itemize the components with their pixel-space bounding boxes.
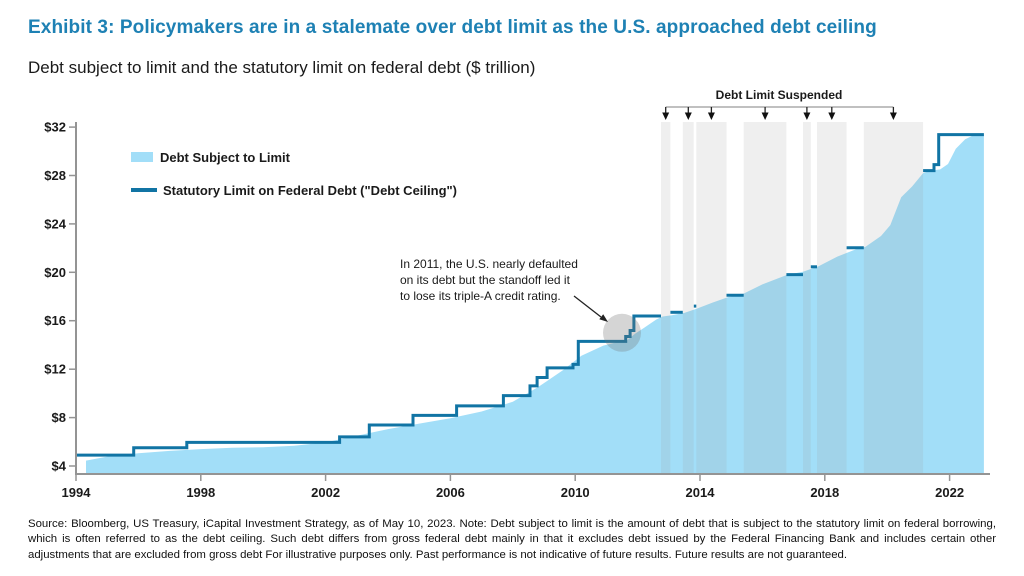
debt-subject-to-limit-area: [86, 135, 984, 474]
legend-area-swatch: [131, 152, 153, 162]
legend-area-label: Debt Subject to Limit: [160, 149, 290, 165]
y-axis-tick-label: $8: [52, 410, 66, 425]
y-axis-tick-label: $4: [52, 459, 67, 474]
highlight-circle-2011: [603, 313, 641, 352]
chart-legend: Debt Subject to Limit Statutory Limit on…: [131, 149, 457, 215]
x-axis-tick-label: 2022: [935, 485, 964, 500]
x-axis-tick-label: 2014: [686, 485, 716, 500]
debt-ceiling-line-segment: [923, 133, 984, 173]
suspension-arrow-head: [889, 112, 897, 120]
page-title: Exhibit 3: Policymakers are in a stalema…: [28, 17, 877, 38]
annotation-arrow-head: [599, 314, 608, 322]
suspension-arrow-head: [803, 112, 811, 120]
x-axis-tick-label: 2010: [561, 485, 590, 500]
suspended-periods-label: Debt Limit Suspended: [715, 88, 843, 102]
suspension-band: [743, 122, 787, 473]
source-note: Source: Bloomberg, US Treasury, iCapital…: [28, 518, 996, 561]
legend-line-label: Statutory Limit on Federal Debt ("Debt C…: [163, 182, 458, 198]
suspension-band: [682, 122, 694, 473]
suspension-band: [696, 122, 727, 473]
x-axis-tick-label: 2018: [810, 485, 839, 500]
legend-line-swatch: [131, 188, 157, 192]
x-axis-tick-label: 1994: [62, 485, 92, 500]
suspension-band: [863, 122, 924, 473]
suspension-band: [817, 122, 847, 473]
legend-item-debt-area: Debt Subject to Limit: [131, 149, 457, 165]
x-axis-tick-label: 2006: [436, 485, 465, 500]
legend-item-debt-ceiling: Statutory Limit on Federal Debt ("Debt C…: [131, 182, 457, 198]
y-axis-tick-label: $12: [44, 362, 66, 377]
annotation-2011-text: In 2011, the U.S. nearly defaulted on it…: [400, 257, 578, 303]
x-axis-tick-label: 1998: [186, 485, 215, 500]
y-axis-tick-label: $20: [44, 265, 66, 280]
y-axis-tick-label: $32: [44, 120, 66, 135]
x-axis-tick-label: 2002: [311, 485, 340, 500]
annotation-arrow-line: [573, 295, 602, 318]
y-axis-tick-label: $24: [44, 216, 66, 231]
suspension-arrow-head: [707, 112, 715, 120]
suspension-arrow-head: [662, 112, 670, 120]
suspension-arrow-head: [828, 112, 836, 120]
y-axis-tick-label: $28: [44, 168, 66, 183]
y-axis-tick-label: $16: [44, 313, 66, 328]
suspension-arrow-head: [684, 112, 692, 120]
suspension-band: [661, 122, 671, 473]
suspension-band: [803, 122, 811, 473]
debt-ceiling-line-segment: [76, 314, 661, 457]
suspension-arrow-head: [761, 112, 769, 120]
chart-subtitle: Debt subject to limit and the statutory …: [28, 58, 536, 77]
